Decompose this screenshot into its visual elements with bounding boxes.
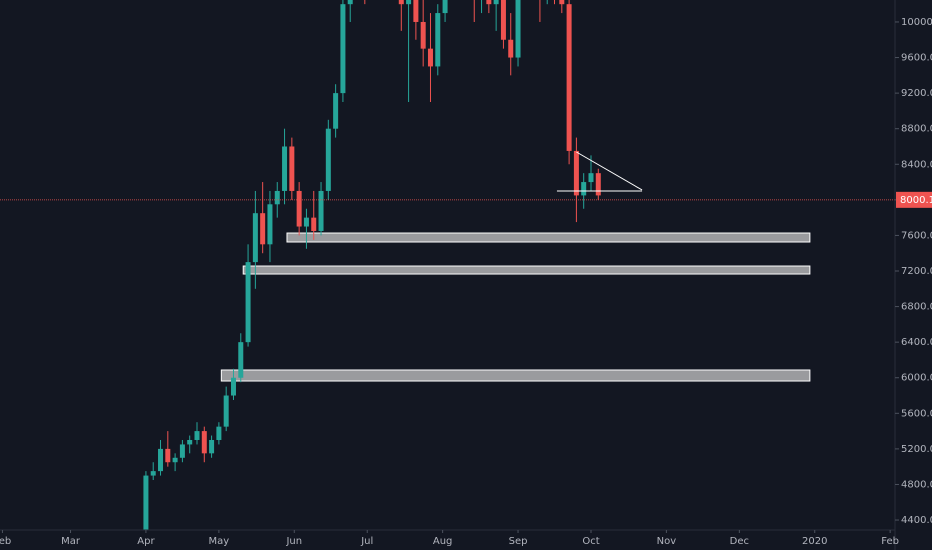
x-tick-label: Feb	[0, 536, 11, 547]
x-tick-label: Dec	[730, 536, 749, 547]
x-tick-label: Apr	[137, 536, 155, 547]
candle-body	[333, 93, 339, 129]
candle-body	[347, 0, 353, 5]
candle-body	[165, 448, 171, 463]
candle-body	[566, 4, 572, 151]
x-tick-label: Feb	[881, 536, 899, 547]
candle-body	[260, 213, 266, 245]
candle-body	[406, 0, 412, 5]
candle-body	[508, 39, 514, 58]
candle-body	[296, 190, 302, 227]
y-tick-label: 6000.0	[901, 373, 932, 384]
candle-body	[420, 21, 426, 49]
candle-body	[340, 4, 346, 94]
candle-body	[223, 395, 229, 427]
y-tick-label: 9200.0	[901, 88, 932, 99]
x-tick-label: Oct	[582, 536, 599, 547]
x-tick-label: Aug	[433, 536, 453, 547]
candle-body	[303, 217, 309, 227]
price-label: 8000.1	[900, 195, 932, 206]
support-zone	[286, 232, 811, 243]
candle-body	[179, 444, 185, 458]
candle-body	[435, 13, 441, 67]
x-tick-label: Sep	[509, 536, 528, 547]
x-tick-label: Nov	[657, 536, 677, 547]
candle-body	[267, 204, 273, 245]
y-tick-label: 4400.0	[901, 515, 932, 526]
y-tick-label: 8400.0	[901, 159, 932, 170]
x-tick-label: Jun	[285, 536, 302, 547]
candle-body	[493, 0, 499, 5]
trendline	[576, 151, 643, 191]
candle-body	[311, 217, 317, 231]
candle-body	[573, 150, 579, 196]
candle-body	[289, 146, 295, 191]
candle-body	[318, 190, 324, 231]
x-tick-label: Mar	[61, 536, 81, 547]
candle-body	[245, 262, 251, 343]
x-tick-label: May	[209, 536, 230, 547]
candle-body	[282, 146, 288, 191]
y-tick-label: 5200.0	[901, 444, 932, 455]
support-zone	[242, 265, 811, 275]
x-tick-label: 2020	[802, 536, 827, 547]
candle-body	[216, 426, 222, 440]
candle-body	[581, 182, 587, 196]
axes: 4400.0 4800.0 5200.0 5600.0 6000.0 6400.0 6800…	[0, 17, 932, 547]
candle-body	[274, 190, 280, 205]
price-label-box	[896, 191, 932, 208]
candle-body	[442, 0, 448, 14]
candle-body	[194, 431, 200, 440]
candle-body	[398, 0, 404, 5]
candle-body	[595, 173, 601, 196]
candle-body	[427, 48, 433, 67]
candle-body	[209, 439, 215, 454]
candle-body	[230, 377, 236, 396]
y-tick-label: 9600.0	[901, 53, 932, 64]
candle-body	[150, 471, 156, 476]
candle-body	[486, 0, 492, 5]
candle-body	[559, 0, 565, 5]
y-tick-label: 7600.0	[901, 230, 932, 241]
y-tick-label: 8800.0	[901, 124, 932, 135]
y-tick-label: 10000.0	[901, 17, 932, 28]
candle-body	[238, 342, 244, 378]
y-tick-label: 4800.0	[901, 479, 932, 490]
candle-body	[187, 439, 193, 445]
y-tick-label: 7200.0	[901, 266, 932, 277]
candle-body	[201, 431, 207, 454]
candle-body	[252, 213, 258, 263]
candle-body	[413, 0, 419, 22]
x-tick-label: Jul	[360, 536, 373, 547]
y-tick-label: 6400.0	[901, 337, 932, 348]
candle-body	[588, 173, 594, 183]
plot-area	[0, 0, 895, 530]
y-tick-label: 5600.0	[901, 408, 932, 419]
candle-body	[172, 457, 178, 463]
candle-body	[515, 0, 521, 58]
candle-body	[500, 0, 506, 40]
candle-body	[325, 128, 331, 191]
candle-body	[158, 448, 164, 472]
y-tick-label: 6800.0	[901, 302, 932, 313]
candle-body	[143, 475, 149, 530]
support-zone	[220, 369, 811, 382]
